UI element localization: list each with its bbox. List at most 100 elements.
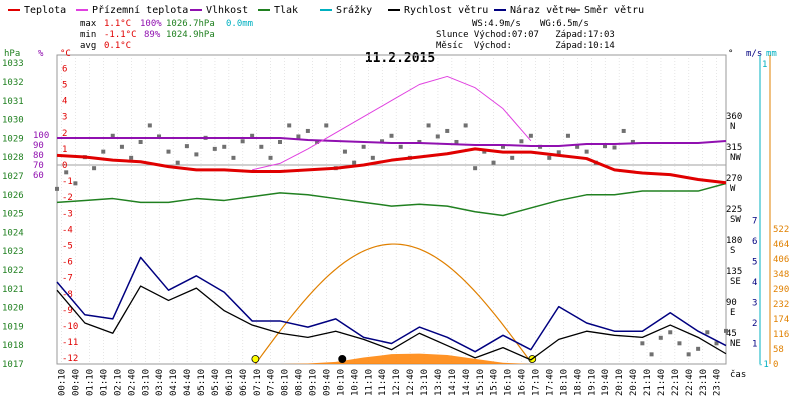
wind-direction-point <box>119 144 124 149</box>
x-tick-label: 04:40 <box>183 369 193 396</box>
hpa-tick-label: 1024 <box>2 228 24 238</box>
wind-direction-point <box>473 166 478 171</box>
x-tick-label: 21:40 <box>657 369 667 396</box>
max-press: 1026.7hPa <box>166 19 215 29</box>
series-teplota <box>56 147 727 185</box>
series-tlak <box>56 182 727 217</box>
pct-tick-label: 60 <box>33 171 44 181</box>
x-tick-label: 11:40 <box>378 369 388 396</box>
wind-direction-point <box>463 123 468 128</box>
wind-direction-point <box>342 149 347 154</box>
dir-tick-label: 180 <box>726 236 742 246</box>
x-tick-label: 20:40 <box>629 369 639 396</box>
wind-direction-point <box>575 144 580 149</box>
x-tick-label: 05:10 <box>197 369 207 396</box>
c-tick-label: -5 <box>62 242 73 252</box>
x-tick-label: 14:40 <box>462 369 472 396</box>
hpa-tick-label: 1026 <box>2 191 24 201</box>
wm-tick-label: 116 <box>773 330 789 340</box>
wind-direction-point <box>389 133 394 138</box>
hpa-tick-label: 1033 <box>2 59 24 69</box>
hpa-tick-label: 1018 <box>2 341 24 351</box>
dir-tick-label: 270 <box>726 174 742 184</box>
time-unit: čas <box>730 369 746 380</box>
wind-direction-point <box>547 155 552 160</box>
plot-area <box>55 75 728 365</box>
dir-tick-label: S <box>730 246 735 256</box>
wind-direction-point <box>714 341 719 346</box>
ms-tick-label: 2 <box>752 319 757 329</box>
min-press: 1024.9hPa <box>166 30 215 40</box>
x-tick-label: 10:40 <box>350 369 360 396</box>
ms-tick-label: 4 <box>752 278 757 288</box>
dir-tick-label: 360 <box>726 112 742 122</box>
c-tick-label: -4 <box>62 225 73 235</box>
legend-label-5: Rychlost větru <box>404 4 488 16</box>
wind-direction-point <box>724 328 728 333</box>
c-tick-label: -10 <box>62 322 78 332</box>
wind-direction-point <box>268 155 273 160</box>
x-tick-label: 14:10 <box>448 369 458 396</box>
x-tick-label: 23:40 <box>713 369 723 396</box>
x-tick-label: 18:40 <box>573 369 583 396</box>
x-tick-label: 08:10 <box>281 369 291 396</box>
x-tick-label: 19:10 <box>587 369 597 396</box>
wm-tick-label: 406 <box>773 255 789 265</box>
max-rain: 0.0mm <box>226 19 253 29</box>
mm-unit: mm <box>766 49 777 59</box>
wind-direction-point <box>231 155 236 160</box>
min-label: min <box>80 30 96 40</box>
legend-label-4: Srážky <box>336 4 372 16</box>
max-hum: 100% <box>140 19 162 29</box>
wind-direction-point <box>482 149 487 154</box>
max-temp: 1.1°C <box>104 19 131 29</box>
mm-tick-label: 1 <box>762 60 767 70</box>
c-tick-label: 4 <box>62 97 67 107</box>
wind-direction-point <box>138 139 143 144</box>
x-tick-label: 16:10 <box>504 369 514 396</box>
c-tick-label: 6 <box>62 64 67 74</box>
pct-tick-label: 90 <box>33 141 44 151</box>
pct-tick-label: 70 <box>33 161 44 171</box>
wm-tick-label: 290 <box>773 285 789 295</box>
x-tick-label: 03:40 <box>155 369 165 396</box>
x-tick-label: 11:10 <box>364 369 374 396</box>
dir-tick-label: SE <box>730 277 741 287</box>
ms-tick-label: 6 <box>752 237 757 247</box>
plot-frame <box>56 54 727 365</box>
avg-label: avg <box>80 41 96 51</box>
x-tick-label: 10:10 <box>336 369 346 396</box>
hpa-unit: hPa <box>4 49 20 59</box>
c-tick-label: -3 <box>62 209 73 219</box>
hpa-tick-label: 1031 <box>2 97 24 107</box>
wind-direction-point <box>287 123 292 128</box>
max-label: max <box>80 19 97 29</box>
x-tick-label: 00:40 <box>72 369 82 396</box>
c-tick-label: -9 <box>62 306 73 316</box>
ms-tick-label: 1 <box>752 340 757 350</box>
wind-direction-point <box>426 123 431 128</box>
wind-direction-point <box>519 139 524 144</box>
series-naraz-vetru <box>56 256 727 353</box>
wind-direction-point <box>296 134 301 139</box>
sun-times: Slunce Východ:07:07 Západ:17:03 <box>436 30 615 40</box>
x-tick-label: 02:40 <box>127 369 137 396</box>
chart-legend: Teplota Přízemní teplota Vlhkost Tlak Srážky… <box>8 4 644 16</box>
dir-tick-label: 135 <box>726 267 742 277</box>
wind-direction-point <box>501 144 505 149</box>
hpa-tick-label: 1022 <box>2 266 24 276</box>
wind-direction-point <box>147 123 152 128</box>
x-tick-label: 13:10 <box>420 369 430 396</box>
x-tick-label: 20:10 <box>615 369 625 396</box>
x-tick-label: 00:10 <box>58 369 68 396</box>
dir-tick-label: SW <box>730 215 741 225</box>
x-tick-label: 15:40 <box>490 369 500 396</box>
dir-tick-label: N <box>730 122 735 132</box>
x-tick-label: 01:10 <box>86 369 96 396</box>
wind-direction-point <box>417 139 422 144</box>
wind-direction-point <box>361 144 366 149</box>
wind-speed-stat: WS:4.9m/s <box>472 19 521 29</box>
wind-direction-point <box>510 155 515 160</box>
dir-tick-label: 315 <box>726 143 742 153</box>
